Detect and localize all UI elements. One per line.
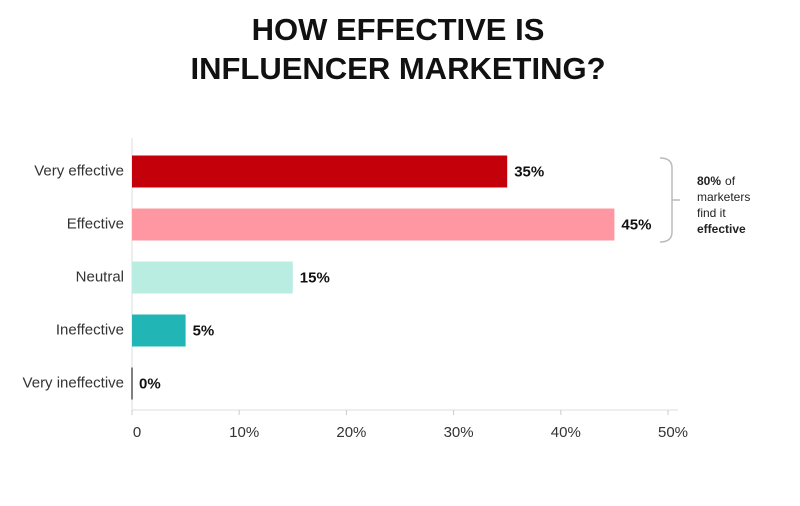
chart-title: HOW EFFECTIVE IS <box>252 12 545 47</box>
annotation-part: of <box>725 174 736 188</box>
x-tick-label: 20% <box>336 424 366 441</box>
annotation-part: find it <box>697 206 726 220</box>
x-tick-label: 10% <box>229 424 259 441</box>
annotation-part: effective <box>697 222 746 236</box>
category-label: Very ineffective <box>23 374 124 391</box>
category-label: Very effective <box>34 162 124 179</box>
annotation: find it <box>697 206 726 220</box>
value-label: 15% <box>300 269 330 286</box>
bar <box>132 208 615 241</box>
value-label: 35% <box>514 163 544 180</box>
bar <box>132 155 508 188</box>
chart-title: INFLUENCER MARKETING? <box>190 51 605 86</box>
annotation-part: marketers <box>697 190 750 204</box>
bar <box>132 314 186 347</box>
category-label: Ineffective <box>56 321 124 338</box>
category-label: Effective <box>67 215 124 232</box>
category-label: Neutral <box>76 268 124 285</box>
annotation: 80% of <box>697 174 736 188</box>
annotation-part: 80% <box>697 174 721 188</box>
x-tick-label: 50% <box>658 424 688 441</box>
value-label: 45% <box>621 216 651 233</box>
value-label: 5% <box>193 322 215 339</box>
value-label: 0% <box>139 375 161 392</box>
bracket <box>659 157 680 243</box>
x-tick-label: 30% <box>444 424 474 441</box>
x-tick-label: 40% <box>551 424 581 441</box>
bar <box>132 261 293 294</box>
annotation: marketers <box>697 190 750 204</box>
x-tick-label: 0 <box>133 424 141 441</box>
annotation: effective <box>697 222 746 236</box>
